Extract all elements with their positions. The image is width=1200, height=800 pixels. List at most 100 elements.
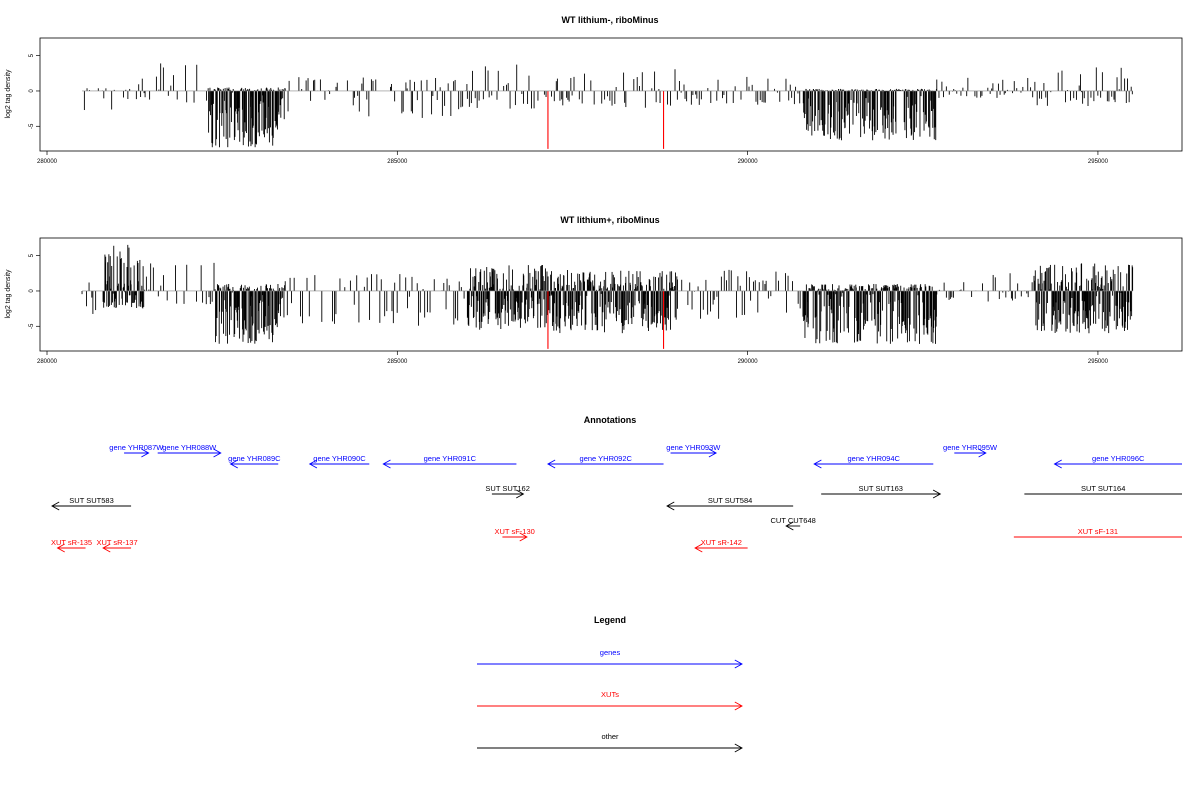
y-tick-label: 0 (29, 289, 35, 293)
feature-arrowhead (213, 448, 222, 458)
feature-arrowhead (56, 543, 65, 553)
feature-label: CUT CUT648 (771, 516, 816, 525)
feature-label: XUT sF-131 (1078, 527, 1118, 536)
feature-arrowhead (785, 521, 794, 531)
feature-arrowhead (547, 459, 556, 469)
x-tick-label: 290000 (738, 359, 759, 365)
x-tick-label: 280000 (37, 159, 58, 165)
legend-label: other (601, 732, 619, 741)
legend-label: genes (600, 648, 621, 657)
panel-title: WT lithium-, riboMinus (562, 15, 659, 25)
feature-label: gene YHR087W (109, 443, 164, 452)
x-tick-label: 295000 (1088, 359, 1109, 365)
feature-arrowhead (516, 489, 525, 499)
marked-positions (547, 90, 665, 149)
feature-label: gene YHR092C (580, 454, 633, 463)
legend: Legend genes XUTs other (477, 615, 743, 753)
feature-label: XUT sR-137 (96, 538, 137, 547)
feature-arrowhead (229, 459, 238, 469)
feature-arrowhead (734, 659, 743, 669)
feature-label: XUT sR-135 (51, 538, 92, 547)
legend-item: genes (477, 648, 743, 669)
y-tick-label: -5 (29, 123, 35, 129)
feature: gene YHR091C (382, 454, 517, 469)
panel-title: WT lithium+, riboMinus (560, 215, 659, 225)
feature: XUT sF-130 (495, 527, 535, 542)
feature-label: gene YHR088W (162, 443, 217, 452)
x-tick-label: 285000 (387, 159, 408, 165)
feature: SUT SUT164 (1024, 484, 1182, 495)
feature-arrowhead (813, 459, 822, 469)
legend-item: other (477, 732, 743, 753)
legend-label: XUTs (601, 690, 619, 699)
feature: XUT sR-142 (694, 538, 748, 553)
feature: gene YHR087W (109, 443, 164, 458)
feature-label: gene YHR096C (1092, 454, 1145, 463)
feature-arrowhead (51, 501, 60, 511)
feature-arrowhead (734, 701, 743, 711)
plot-frame (39, 237, 1183, 352)
y-axis: -5 0 5 (29, 253, 40, 329)
feature-label: SUT SUT584 (708, 496, 752, 505)
legend-title: Legend (594, 615, 626, 625)
feature-arrowhead (708, 448, 718, 458)
feature-label: SUT SUT583 (69, 496, 113, 505)
plot-frame (39, 37, 1183, 152)
feature: gene YHR095W (943, 443, 998, 458)
annotations-title: Annotations (584, 415, 637, 425)
x-tick-label: 290000 (738, 159, 759, 165)
feature: gene YHR096C (1053, 454, 1182, 469)
feature-label: XUT sR-142 (701, 538, 742, 547)
feature: gene YHR088W (157, 443, 222, 458)
track-panel-lithium-plus: WT lithium+, riboMinus log2 tag density … (5, 215, 1183, 365)
feature-arrowhead (734, 743, 743, 753)
x-tick-label: 285000 (387, 359, 408, 365)
feature-label: SUT SUT163 (859, 484, 903, 493)
feature-label: gene YHR089C (228, 454, 281, 463)
marked-positions (547, 290, 665, 349)
feature-label: gene YHR091C (424, 454, 477, 463)
feature-arrowhead (102, 543, 111, 553)
feature-arrowhead (978, 448, 987, 458)
feature-label: gene YHR093W (666, 443, 721, 452)
legend-items: genes XUTs other (477, 648, 743, 753)
y-axis: -5 0 5 (29, 53, 40, 129)
y-tick-label: -5 (29, 323, 35, 329)
y-tick-label: 0 (29, 89, 35, 93)
feature-label: SUT SUT162 (485, 484, 529, 493)
feature-label: gene YHR095W (943, 443, 998, 452)
feature-arrowhead (519, 532, 528, 542)
feature-arrowhead (382, 459, 391, 469)
feature: gene YHR094C (813, 454, 934, 469)
coverage-bars (83, 63, 1133, 148)
y-axis-label: log2 tag density (5, 269, 12, 319)
y-tick-label: 5 (29, 53, 35, 57)
feature-arrowhead (1053, 459, 1062, 469)
feature-arrowhead (308, 459, 318, 469)
x-tick-label: 295000 (1088, 159, 1109, 165)
feature: SUT SUT583 (51, 496, 132, 511)
x-tick-label: 280000 (37, 359, 58, 365)
feature: gene YHR092C (547, 454, 664, 469)
feature-arrowhead (694, 543, 703, 553)
track-panel-lithium-minus: WT lithium-, riboMinus log2 tag density … (5, 15, 1183, 165)
feature: gene YHR093W (666, 443, 721, 458)
feature: XUT sR-137 (96, 538, 138, 553)
feature: XUT sR-135 (51, 538, 92, 553)
feature: SUT SUT163 (821, 484, 942, 499)
feature: XUT sF-131 (1013, 527, 1182, 538)
feature-label: gene YHR090C (313, 454, 366, 463)
feature-label: SUT SUT164 (1081, 484, 1125, 493)
x-axis: 280000 285000 290000 295000 (37, 151, 1109, 165)
feature: SUT SUT584 (666, 496, 794, 511)
legend-item: XUTs (477, 690, 743, 711)
feature: CUT CUT648 (771, 516, 816, 531)
feature: SUT SUT162 (485, 484, 530, 499)
feature-label: XUT sF-130 (495, 527, 535, 536)
feature-arrowhead (666, 501, 675, 511)
feature-arrowhead (141, 448, 150, 458)
feature-label: gene YHR094C (848, 454, 901, 463)
y-tick-label: 5 (29, 253, 35, 257)
